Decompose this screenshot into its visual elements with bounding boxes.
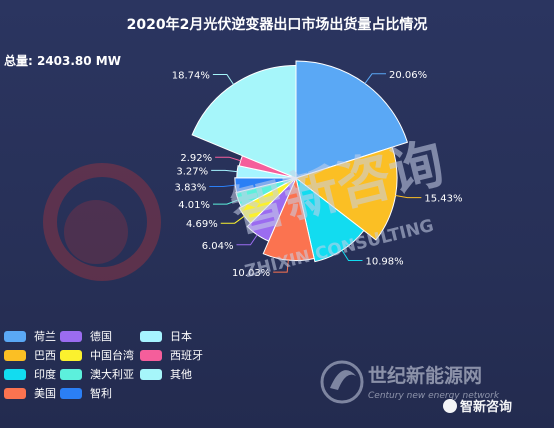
pie-label-line-0	[364, 73, 387, 84]
legend-swatch	[60, 368, 82, 380]
legend-label: 巴西	[34, 349, 56, 362]
pie-slice-4	[246, 177, 297, 242]
pie-data-label-0: 20.06%	[389, 70, 427, 81]
legend-swatch	[4, 349, 26, 361]
legend-item-9[interactable]: 美国	[4, 386, 56, 400]
legend-label: 其他	[170, 368, 192, 381]
pie-label-lines	[209, 73, 422, 273]
pie-data-label-10: 18.74%	[172, 70, 210, 81]
site-name-en: Century new energy network	[368, 391, 500, 401]
pie-slice-10	[191, 65, 297, 179]
legend-item-5[interactable]: 西班牙	[140, 348, 203, 362]
pie-label-line-3	[273, 260, 289, 273]
chart-title: 2020年2月光伏逆变器出口市场出货量占比情况	[126, 17, 428, 33]
legend-swatch	[4, 368, 26, 380]
legend-label: 印度	[34, 368, 56, 381]
pie-label-line-8	[211, 169, 238, 173]
legend-label: 荷兰	[34, 330, 56, 343]
legend-item-10[interactable]: 智利	[60, 386, 112, 400]
pie-slices	[191, 60, 409, 263]
brand-badge: 智新咨询	[443, 399, 512, 415]
legend-swatch	[60, 330, 82, 342]
pie-data-label-6: 4.01%	[178, 200, 210, 211]
legend-label: 智利	[90, 387, 112, 400]
watermark-logo	[43, 163, 161, 281]
legend-label: 西班牙	[170, 349, 203, 362]
site-logo-icon	[320, 360, 364, 404]
legend-label: 中国台湾	[90, 349, 134, 362]
legend-label: 美国	[34, 387, 56, 400]
brand-badge-cn: 智新咨询	[460, 399, 512, 415]
legend-label: 德国	[90, 330, 112, 343]
pie-data-label-3: 10.03%	[232, 268, 270, 279]
pie-label-line-4	[236, 234, 258, 246]
pie-data-label-4: 6.04%	[202, 241, 234, 252]
pie-slice-3	[262, 176, 315, 261]
legend-label: 澳大利亚	[90, 368, 134, 381]
pie-slice-7	[234, 177, 297, 193]
legend-item-4[interactable]: 中国台湾	[60, 348, 134, 362]
legend-swatch	[4, 330, 26, 342]
legend-item-2[interactable]: 日本	[140, 329, 192, 343]
legend-item-7[interactable]: 澳大利亚	[60, 367, 134, 381]
legend-swatch	[140, 330, 162, 342]
legend-swatch	[60, 387, 82, 399]
legend-label: 日本	[170, 330, 192, 343]
pie-label-line-1	[395, 195, 422, 199]
site-watermark: 世纪新能源网 Century new energy network 智新咨询	[320, 360, 512, 415]
legend-swatch	[4, 387, 26, 399]
pie-slice-6	[235, 177, 297, 208]
pie-label-line-10	[212, 73, 234, 85]
pie-label-line-2	[341, 250, 363, 261]
pie-slice-0	[295, 60, 409, 179]
pie-data-label-5: 4.69%	[186, 219, 218, 230]
pie-label-line-7	[209, 184, 236, 187]
total-amount: 总量: 2403.80 MW	[4, 54, 121, 68]
legend-item-0[interactable]: 荷兰	[4, 329, 56, 343]
pie-label-line-9	[215, 156, 241, 162]
pie-data-label-7: 3.83%	[175, 182, 207, 193]
legend-swatch	[140, 349, 162, 361]
pie-data-label-2: 10.98%	[365, 256, 403, 267]
site-name-cn: 世纪新能源网	[368, 364, 482, 387]
pie-label-line-6	[212, 199, 239, 205]
legend-item-1[interactable]: 德国	[60, 329, 112, 343]
pie-data-labels: 20.06% 15.43% 10.98% 10.03% 6.04% 4.69% 4.01% 3…	[172, 70, 463, 279]
pie-slice-1	[294, 146, 398, 241]
legend-swatch	[140, 368, 162, 380]
legend-item-6[interactable]: 印度	[4, 367, 56, 381]
legend-item-8[interactable]: 其他	[140, 367, 192, 381]
pie-data-label-9: 2.92%	[180, 153, 212, 164]
pie-label-line-5	[220, 215, 245, 224]
pie-data-label-1: 15.43%	[424, 194, 462, 205]
chart-legend: 荷兰 德国 日本巴西 中国台湾 西班牙印度 澳大利亚 其他美国 智利	[4, 329, 304, 419]
legend-swatch	[60, 349, 82, 361]
legend-item-3[interactable]: 巴西	[4, 348, 56, 362]
pie-data-label-8: 3.27%	[176, 166, 208, 177]
